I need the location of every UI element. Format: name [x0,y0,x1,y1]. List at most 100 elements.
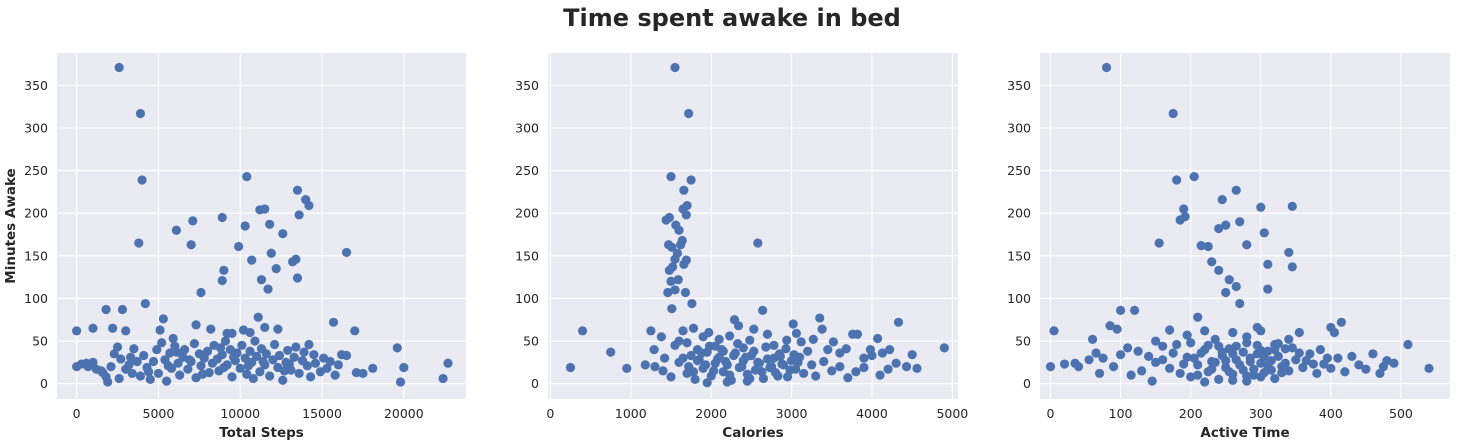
data-point [1347,351,1357,361]
data-point [1228,349,1238,359]
data-point [1073,362,1084,372]
data-point [96,366,106,376]
data-point [196,361,206,371]
data-point [1186,372,1196,382]
data-point [1221,220,1231,230]
y-tick-label: 150 [515,248,539,263]
data-point [666,372,676,382]
x-tick-label: 10000 [220,406,260,421]
subplot-3: 0 100 200 300 400 500 0 50 100 150 200 250 300 350 Act… [1007,53,1450,441]
data-point [269,339,280,350]
data-point [256,275,267,285]
data-point [877,348,888,358]
data-point [649,344,659,355]
data-point [263,284,273,294]
data-point [704,341,715,351]
data-point [220,336,231,346]
data-point [1144,351,1154,361]
data-point [696,348,707,358]
data-point [1214,223,1224,234]
data-point [1277,367,1287,378]
data-point [132,356,142,367]
data-point [789,350,799,360]
data-point [1368,349,1378,359]
data-point [145,374,155,384]
x-tick-label: 100 [1109,406,1133,421]
data-point [106,362,116,372]
data-point [1280,344,1290,354]
data-point [216,343,226,353]
data-point [676,240,686,250]
data-point [255,367,265,377]
data-point [188,216,198,226]
data-point [292,273,303,283]
data-point [1242,376,1252,386]
data-point [867,350,877,361]
data-point [299,347,309,357]
data-point [765,362,775,373]
data-point [219,265,229,275]
data-point [265,219,275,229]
data-point [129,344,139,354]
data-point [796,337,806,347]
data-point [1340,367,1350,377]
data-point [245,327,255,338]
x-tick-label: 0 [73,406,81,421]
data-point [1298,362,1308,373]
x-axis-label: Total Steps [219,425,304,441]
data-point [1294,348,1304,358]
data-point [1228,375,1238,385]
data-point [1182,352,1192,362]
data-point [152,344,162,355]
data-point [901,362,912,372]
data-point [253,312,263,322]
data-point [135,108,146,119]
data-point [198,369,208,379]
data-point [1049,326,1059,336]
data-point [1403,339,1413,350]
data-point [893,317,904,327]
data-point [1256,326,1266,336]
data-point [670,340,680,350]
data-point [134,238,144,248]
data-point [1217,194,1227,205]
y-tick-label: 200 [24,206,48,221]
data-point [1193,312,1203,322]
x-tick-label: 300 [1249,406,1273,421]
data-point [292,185,303,195]
x-tick-label: 5000 [936,406,968,421]
data-point [1098,353,1108,363]
data-point [250,336,260,346]
data-point [127,368,137,379]
data-point [247,255,257,265]
data-point [1312,368,1322,379]
data-point [688,323,699,333]
data-point [873,333,883,344]
subplot-1: 0 5000 10000 15000 20000 0 50 100 150 200 250 300 35… [3,53,466,441]
data-point [289,352,299,362]
data-point [283,345,293,356]
data-point [117,304,128,315]
data-point [101,304,111,315]
data-point [670,62,680,73]
data-point [1252,349,1262,359]
data-point [140,298,150,309]
data-point [1151,336,1161,346]
data-point [88,323,98,333]
data-point [1115,305,1126,315]
data-point [692,356,703,366]
data-point [251,351,262,361]
data-point [443,358,453,368]
data-point [682,338,692,348]
data-point [1207,257,1217,267]
data-point [1094,368,1105,379]
data-point [1228,327,1238,338]
data-point [1189,353,1199,363]
data-point [291,342,301,352]
data-point [1203,241,1213,252]
data-point [1287,262,1297,272]
data-point [753,357,763,367]
x-tick-label: 0 [1047,406,1055,421]
data-point [103,377,113,387]
